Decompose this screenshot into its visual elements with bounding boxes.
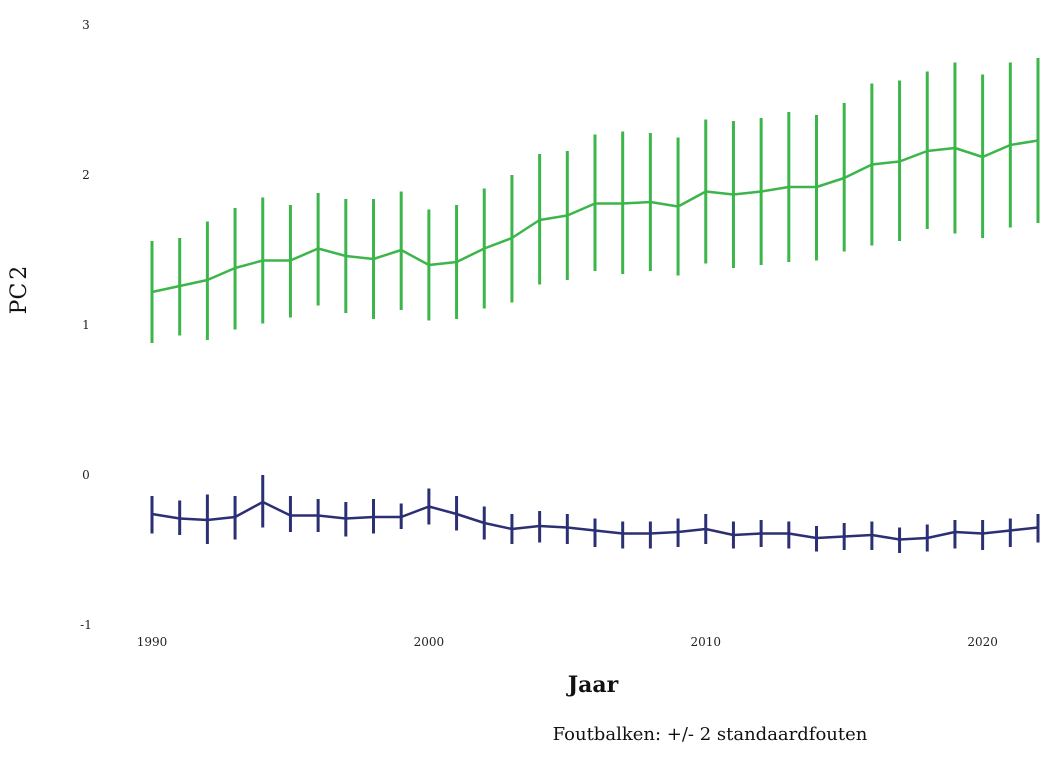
x-tick-label: 1990 xyxy=(137,635,168,649)
y-tick-label: -1 xyxy=(80,618,92,632)
series-line xyxy=(151,500,1039,541)
y-tick-label: 1 xyxy=(82,318,90,332)
y-tick-label: 2 xyxy=(82,168,90,182)
x-tick-labels: 1990 2000 2010 2020 xyxy=(137,635,998,649)
y-axis-title: PC 2 xyxy=(7,266,32,315)
series-line xyxy=(151,139,1039,294)
x-tick-label: 2010 xyxy=(690,635,721,649)
series-1 xyxy=(150,58,1040,343)
x-axis-title: Jaar xyxy=(566,672,619,698)
y-tick-label: 3 xyxy=(82,18,90,32)
y-axis-title-subscript: 2 xyxy=(7,266,32,280)
x-tick-label: 2000 xyxy=(414,635,445,649)
y-axis-title-main: PC xyxy=(7,283,32,315)
y-tick-label: 0 xyxy=(82,468,90,482)
plot-area xyxy=(150,58,1040,553)
y-tick-labels: -1 0 1 2 3 xyxy=(80,18,92,632)
chart-caption: Foutbalken: +/- 2 standaardfouten xyxy=(553,724,868,745)
series-2 xyxy=(150,475,1040,553)
x-tick-label: 2020 xyxy=(967,635,998,649)
